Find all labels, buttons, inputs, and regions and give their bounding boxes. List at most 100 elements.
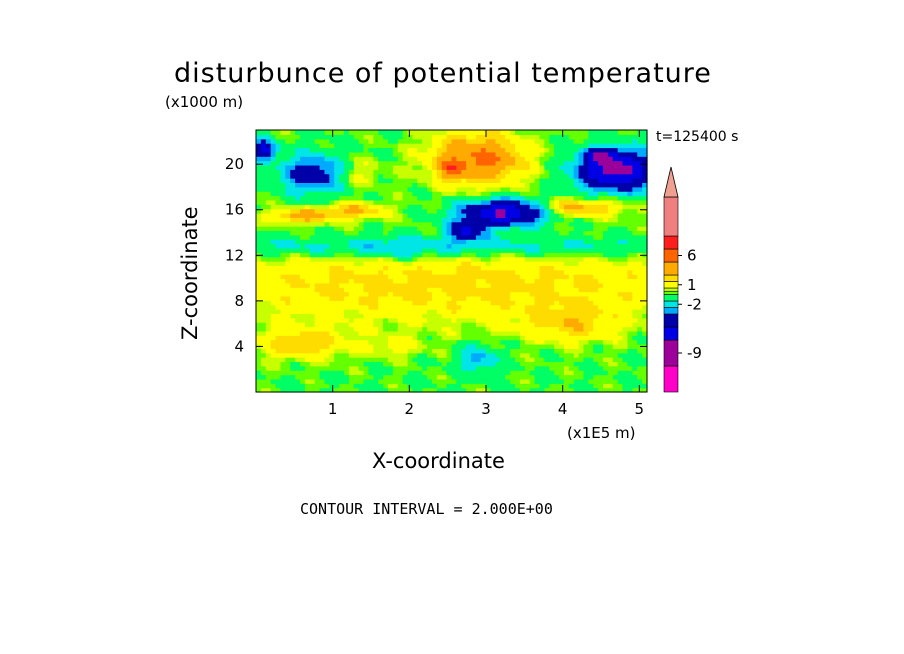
heatmap-cell bbox=[544, 134, 550, 140]
heatmap-cell bbox=[256, 156, 262, 162]
heatmap-cell bbox=[446, 191, 453, 197]
heatmap-cell bbox=[387, 134, 394, 140]
heatmap-cell bbox=[417, 204, 423, 210]
heatmap-cell bbox=[304, 330, 311, 336]
heatmap-cell bbox=[314, 147, 321, 153]
heatmap-cell bbox=[407, 182, 413, 188]
heatmap-cell bbox=[304, 186, 311, 192]
heatmap-cell bbox=[422, 261, 428, 266]
heatmap-cell bbox=[334, 348, 340, 354]
heatmap-cell bbox=[412, 173, 418, 179]
heatmap-cell bbox=[544, 339, 550, 345]
heatmap-cell bbox=[451, 164, 457, 170]
heatmap-cell bbox=[505, 160, 511, 166]
heatmap-cell bbox=[378, 313, 384, 319]
heatmap-cell bbox=[471, 143, 477, 149]
heatmap-cell bbox=[436, 143, 443, 149]
heatmap-cell bbox=[275, 173, 282, 179]
heatmap-cell bbox=[583, 282, 589, 288]
heatmap-cell bbox=[290, 370, 296, 376]
heatmap-cell bbox=[573, 269, 580, 275]
heatmap-cell bbox=[588, 151, 594, 157]
heatmap-cell bbox=[260, 164, 267, 170]
heatmap-cell bbox=[295, 370, 301, 376]
heatmap-cell bbox=[466, 147, 472, 153]
heatmap-cell bbox=[412, 374, 418, 380]
heatmap-cell bbox=[559, 182, 565, 188]
heatmap-cell bbox=[285, 300, 291, 306]
heatmap-cell bbox=[275, 130, 282, 135]
heatmap-cell bbox=[568, 374, 575, 380]
heatmap-cell bbox=[563, 134, 570, 140]
heatmap-cell bbox=[392, 282, 399, 288]
heatmap-cell bbox=[475, 247, 482, 253]
heatmap-cell bbox=[534, 208, 541, 214]
colorbar-tick-label: 6 bbox=[687, 247, 697, 265]
heatmap-cell bbox=[524, 138, 531, 144]
heatmap-cell bbox=[412, 178, 418, 183]
heatmap-cell bbox=[290, 212, 296, 218]
heatmap-cell bbox=[515, 247, 521, 253]
heatmap-cell bbox=[583, 230, 589, 236]
heatmap-cell bbox=[412, 230, 418, 236]
heatmap-cell bbox=[505, 322, 511, 328]
heatmap-cell bbox=[637, 151, 643, 157]
heatmap-cell bbox=[368, 169, 374, 175]
heatmap-cell bbox=[324, 199, 330, 205]
heatmap-cell bbox=[534, 164, 541, 170]
heatmap-cell bbox=[632, 169, 638, 175]
heatmap-cell bbox=[431, 234, 438, 240]
heatmap-cell bbox=[378, 278, 384, 284]
heatmap-cell bbox=[378, 160, 384, 166]
heatmap-cell bbox=[392, 195, 399, 201]
heatmap-cell bbox=[519, 208, 526, 214]
heatmap-cell bbox=[431, 195, 438, 201]
heatmap-cell bbox=[612, 247, 619, 253]
heatmap-cell bbox=[622, 208, 629, 214]
heatmap-cell bbox=[466, 160, 472, 166]
heatmap-cell bbox=[563, 269, 570, 275]
heatmap-cell bbox=[343, 243, 350, 249]
heatmap-cell bbox=[519, 230, 526, 236]
heatmap-cell bbox=[583, 147, 589, 153]
heatmap-cell bbox=[627, 247, 633, 253]
heatmap-cell bbox=[270, 160, 277, 166]
heatmap-cell bbox=[539, 282, 545, 288]
heatmap-cell bbox=[304, 130, 311, 135]
heatmap-cell bbox=[412, 339, 418, 345]
heatmap-cell bbox=[353, 199, 360, 205]
heatmap-cell bbox=[427, 134, 433, 140]
heatmap-cell bbox=[363, 191, 370, 197]
heatmap-cell bbox=[368, 343, 374, 349]
heatmap-cell bbox=[397, 151, 404, 157]
heatmap-cell bbox=[373, 191, 379, 197]
heatmap-cell bbox=[339, 208, 345, 214]
heatmap-cell bbox=[519, 309, 526, 314]
heatmap-cell bbox=[441, 374, 448, 380]
heatmap-cell bbox=[485, 212, 492, 218]
heatmap-cell bbox=[265, 282, 272, 288]
heatmap-cell bbox=[309, 300, 316, 306]
heatmap-cell bbox=[583, 370, 589, 376]
heatmap-cell bbox=[265, 370, 272, 376]
heatmap-cell bbox=[422, 339, 428, 345]
heatmap-cell bbox=[383, 147, 389, 153]
heatmap-cell bbox=[407, 147, 413, 153]
heatmap-cell bbox=[265, 339, 272, 345]
heatmap-cell bbox=[299, 322, 306, 328]
heatmap-cell bbox=[588, 295, 594, 301]
heatmap-cell bbox=[603, 199, 609, 205]
heatmap-cell bbox=[397, 304, 404, 310]
heatmap-cell bbox=[627, 282, 633, 288]
heatmap-cell bbox=[402, 370, 409, 376]
heatmap-cell bbox=[461, 304, 467, 310]
heatmap-cell bbox=[485, 304, 492, 310]
heatmap-cell bbox=[402, 278, 409, 284]
heatmap-cell bbox=[490, 134, 497, 140]
heatmap-cell bbox=[295, 186, 301, 192]
heatmap-cell bbox=[260, 212, 267, 218]
heatmap-cell bbox=[290, 339, 296, 345]
heatmap-cell bbox=[461, 365, 467, 371]
heatmap-cell bbox=[627, 217, 633, 223]
heatmap-cell bbox=[510, 339, 516, 345]
